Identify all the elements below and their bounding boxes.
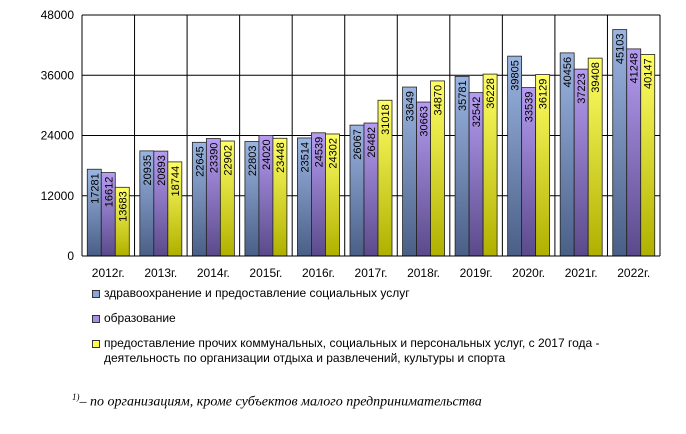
bar-value-label: 36228 [485,78,497,109]
legend-label-education: образование [104,311,176,325]
bar-value-label: 31018 [380,104,392,135]
x-tick-label: 2017г. [355,266,388,280]
bar-chart: 17281 16612 13683 20935 20893 18744 22645 23390… [41,8,661,280]
legend-label-health: здравоохранение и предоставление социаль… [104,286,410,300]
x-tick-label: 2020г. [512,266,545,280]
legend-swatch-education [92,315,100,323]
bar-value-label: 26067 [352,129,364,160]
bar-value-label: 23390 [208,143,220,174]
bar-value-label: 37223 [576,73,588,104]
legend-item-health: здравоохранение и предоставление социаль… [92,286,652,301]
footnote-marker: 1) [72,392,80,402]
bar-value-label: 34870 [433,85,445,116]
x-tick-label: 2019г. [460,266,493,280]
y-tick-label: 24000 [41,129,75,143]
x-tick-label: 2016г. [302,266,335,280]
bar-value-label: 24302 [327,138,339,169]
bar-value-label: 22902 [222,145,234,176]
y-tick-label: 36000 [41,68,75,82]
x-tick-label: 2015г. [249,266,282,280]
bar-value-label: 23448 [275,142,287,173]
bar-value-label: 33649 [405,91,417,122]
bar-value-label: 35781 [457,80,469,111]
bar-value-label: 22803 [247,146,259,177]
bar-value-label: 20935 [142,155,154,186]
bar-value-label: 40147 [643,58,655,89]
bar-value-label: 17281 [89,173,101,204]
axes: 0 12000 24000 36000 48000 2012г. 2013г. 2014г. 2… [41,8,660,280]
footnote: 1)– по организациям, кроме субъектов мал… [72,392,482,411]
bar-value-label: 20893 [156,155,168,186]
bar-value-label: 40456 [562,57,574,88]
footnote-text: – по организациям, кроме субъектов малог… [79,394,482,410]
bar-value-label: 45103 [615,34,627,65]
legend-label-other-services: предоставление прочих коммунальных, соци… [104,336,600,365]
bar-value-label: 13683 [117,191,129,222]
bar-value-label: 32542 [471,97,483,128]
x-tick-label: 2013г. [144,266,177,280]
bar-value-label: 18744 [170,166,182,197]
bar-value-labels: 17281 16612 13683 20935 20893 18744 22645 23390… [89,34,654,222]
bar-value-label: 41248 [629,53,641,84]
bar-value-label: 24539 [313,137,325,168]
y-tick-label: 48000 [41,8,75,22]
legend-swatch-health [92,290,100,298]
bar-value-label: 33539 [524,92,536,123]
bar-value-label: 26482 [366,127,378,158]
y-tick-label: 0 [67,249,74,263]
bar-value-label: 24020 [261,139,273,170]
bar-value-label: 23514 [299,142,311,173]
x-tick-label: 2021г. [565,266,598,280]
bar-value-label: 36129 [538,79,550,110]
legend: здравоохранение и предоставление социаль… [92,286,652,376]
legend-swatch-other-services [92,340,100,348]
bar-value-label: 39805 [510,60,522,91]
legend-item-education: образование [92,311,652,326]
bar-value-label: 22645 [194,146,206,177]
legend-item-other-services: предоставление прочих коммунальных, соци… [92,336,652,366]
y-tick-label: 12000 [41,189,75,203]
x-tick-label: 2018г. [407,266,440,280]
bar-value-label: 39408 [590,62,602,93]
x-tick-label: 2014г. [197,266,230,280]
bar-value-label: 16612 [103,177,115,208]
bar-value-label: 30663 [419,106,431,137]
x-tick-label: 2012г. [92,266,125,280]
x-tick-label: 2022г. [617,266,650,280]
